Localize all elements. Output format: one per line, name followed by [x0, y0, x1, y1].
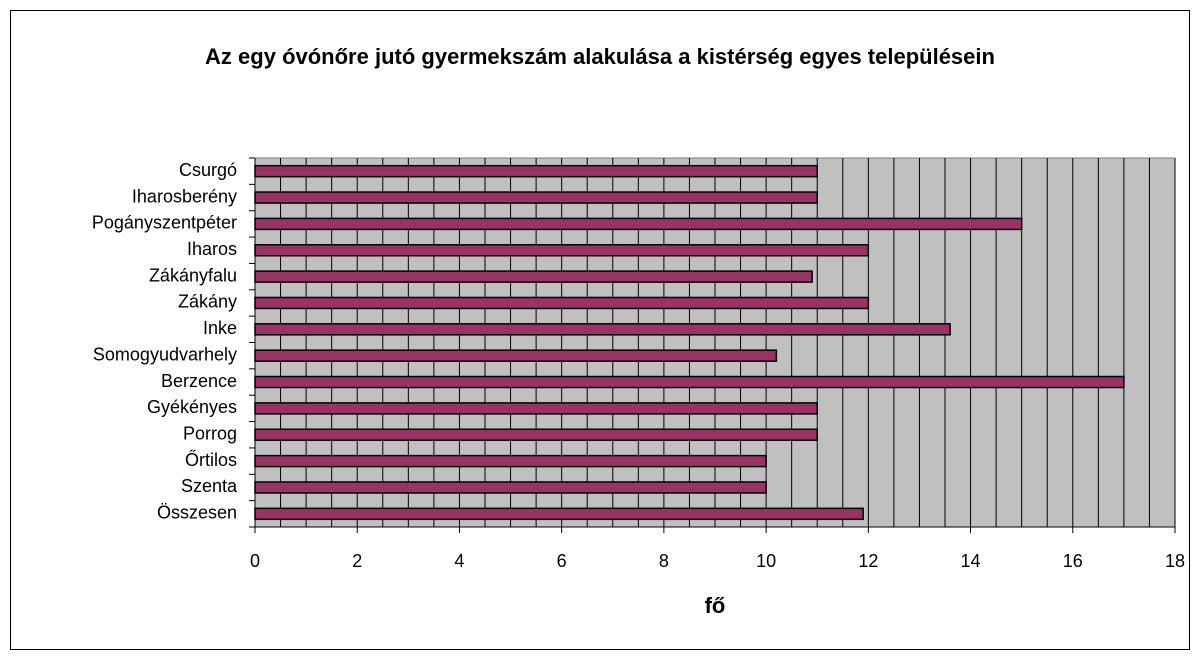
y-tick-label: Iharosberény	[132, 186, 237, 206]
bar	[254, 454, 767, 468]
bar	[254, 164, 818, 178]
y-tick-label: Őrtilos	[185, 449, 237, 470]
x-tick-label: 12	[858, 551, 878, 571]
x-tick-label: 16	[1063, 551, 1083, 571]
y-tick-label: Pogányszentpéter	[92, 213, 237, 233]
x-tick-label: 18	[1165, 551, 1185, 571]
y-tick-label: Zákányfalu	[149, 265, 237, 285]
y-tick-label: Gyékényes	[147, 397, 237, 417]
y-tick-label: Csurgó	[179, 160, 237, 180]
x-tick-label: 6	[557, 551, 567, 571]
bar	[254, 296, 870, 310]
bar	[254, 402, 818, 415]
bar	[254, 375, 1125, 389]
y-tick-label: Inke	[203, 318, 237, 338]
bar	[254, 244, 870, 257]
bar	[254, 323, 951, 336]
bar	[254, 481, 767, 494]
x-axis-label: fő	[705, 593, 726, 618]
bar	[254, 217, 1023, 231]
y-tick-label: Zákány	[178, 292, 237, 312]
y-tick-label: Berzence	[161, 371, 237, 391]
x-tick-label: 14	[961, 551, 981, 571]
y-tick-label: Iharos	[187, 239, 237, 259]
x-tick-label: 2	[352, 551, 362, 571]
y-tick-label: Összesen	[157, 503, 237, 523]
y-tick-label: Porrog	[183, 424, 237, 444]
bar	[254, 428, 818, 441]
x-tick-label: 10	[756, 551, 776, 571]
chart-frame	[10, 10, 1190, 650]
y-tick-label: Somogyudvarhely	[93, 344, 237, 364]
bar	[254, 349, 778, 362]
x-tick-label: 0	[250, 551, 260, 571]
bar	[254, 507, 864, 521]
x-tick-label: 8	[659, 551, 669, 571]
bar	[254, 191, 818, 204]
chart-title: Az egy óvónőre jutó gyermekszám alakulás…	[205, 44, 995, 69]
x-tick-label: 4	[454, 551, 464, 571]
y-tick-label: Szenta	[181, 476, 238, 496]
bar	[254, 270, 813, 283]
